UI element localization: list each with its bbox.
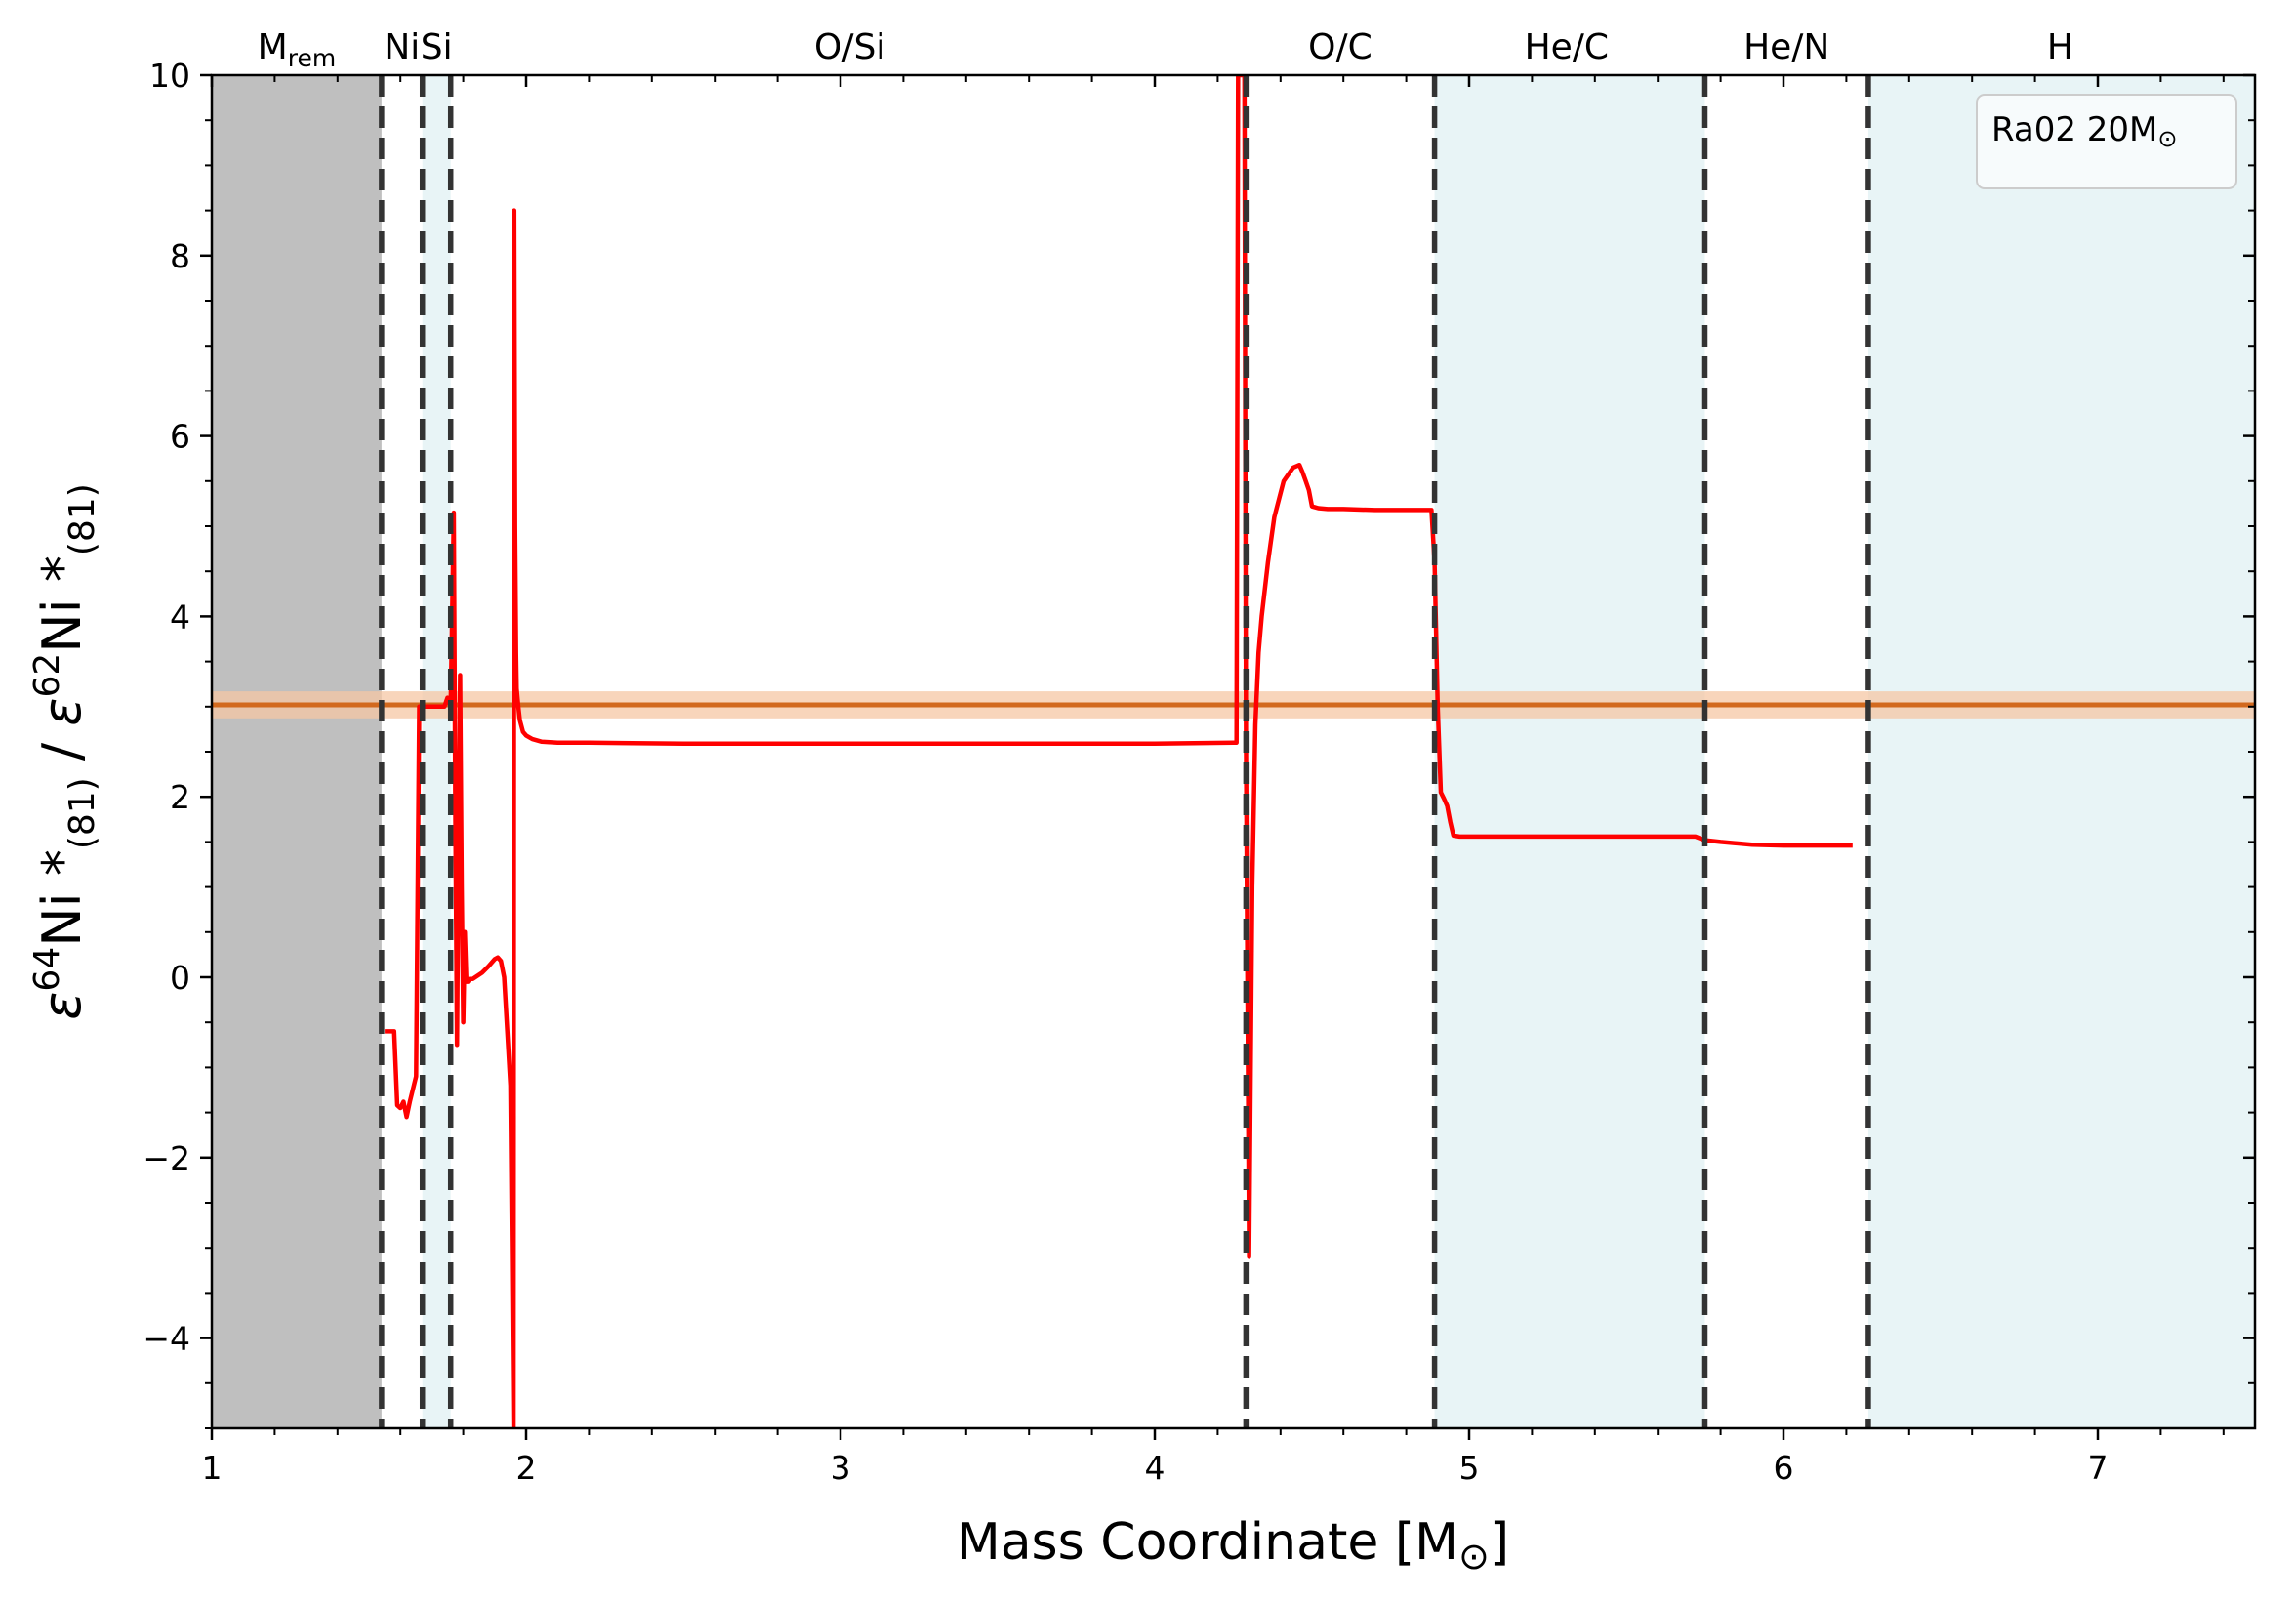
zone-label-3: O/Si <box>814 27 885 67</box>
x-tick-label-4: 5 <box>1459 1449 1480 1487</box>
reference-band <box>212 691 2255 719</box>
x-tick-label-1: 2 <box>516 1449 537 1487</box>
zone-shading <box>212 75 2255 1428</box>
zone-labels: Mrem Ni Si O/Si O/C He/C He/N H <box>258 27 2073 72</box>
x-tick-label-2: 3 <box>831 1449 851 1487</box>
y-tick-label-6: 8 <box>170 237 190 275</box>
y-tick-label-4: 4 <box>170 597 190 636</box>
legend: Ra02 20M⊙ <box>1976 94 2237 189</box>
zone-fill-0 <box>212 75 382 1428</box>
tick-labels: 1 2 3 4 5 6 7 −4 −2 0 2 4 6 8 10 <box>143 57 2108 1487</box>
legend-sun-symbol: ⊙ <box>2157 125 2177 152</box>
zone-label-2: Si <box>421 27 453 67</box>
y-title-eps1: ε <box>31 992 93 1020</box>
y-title-eps2: ε <box>31 698 93 726</box>
zone-fill-2 <box>422 75 451 1428</box>
zone-label-5: He/C <box>1525 27 1609 67</box>
y-title-sub2: (81) <box>62 483 102 555</box>
x-axis-title-main: Mass Coordinate [M <box>957 1513 1458 1572</box>
zone-boundaries <box>379 75 1871 1428</box>
y-title-ni2: Ni <box>31 598 93 652</box>
y-tick-label-5: 6 <box>170 418 190 456</box>
legend-label: Ra02 20M <box>1991 110 2157 149</box>
zone-label-0: Mrem <box>258 27 337 72</box>
x-tick-label-3: 4 <box>1145 1449 1166 1487</box>
y-title-sup2: 62 <box>27 653 67 698</box>
x-axis-title: Mass Coordinate [M⊙] <box>957 1513 1509 1578</box>
zone-fill-5 <box>1434 75 1705 1428</box>
zone-label-4: O/C <box>1308 27 1373 67</box>
y-title-ni1: Ni <box>31 892 93 946</box>
y-title-sup1: 64 <box>27 947 67 992</box>
x-axis-title-close: ] <box>1490 1513 1509 1572</box>
tick-marks <box>200 73 2255 1440</box>
legend-entry: Ra02 20M⊙ <box>1991 110 2178 152</box>
y-tick-label-2: 0 <box>170 959 190 997</box>
zone-label-6: He/N <box>1743 27 1829 67</box>
x-tick-label-6: 7 <box>2088 1449 2109 1487</box>
y-title-star1: * <box>31 849 93 892</box>
zone-label-7: H <box>2047 27 2073 67</box>
x-tick-label-5: 6 <box>1774 1449 1794 1487</box>
legend-box <box>1976 94 2237 189</box>
y-tick-label-0: −4 <box>143 1320 190 1358</box>
y-tick-label-7: 10 <box>149 57 190 95</box>
y-tick-label-1: −2 <box>143 1139 190 1177</box>
zone-label-1: Ni <box>384 27 420 67</box>
y-tick-label-3: 2 <box>170 778 190 816</box>
x-axis-title-sun-symbol: ⊙ <box>1458 1535 1490 1578</box>
y-title-slash: / <box>31 726 93 778</box>
y-axis-title: ε64Ni *(81) / ε62Ni *(81) <box>27 483 102 1020</box>
x-tick-label-0: 1 <box>202 1449 223 1487</box>
y-title-star2: * <box>31 555 93 598</box>
y-title-sub1: (81) <box>62 777 102 849</box>
zone-fill-7 <box>1867 75 2255 1428</box>
